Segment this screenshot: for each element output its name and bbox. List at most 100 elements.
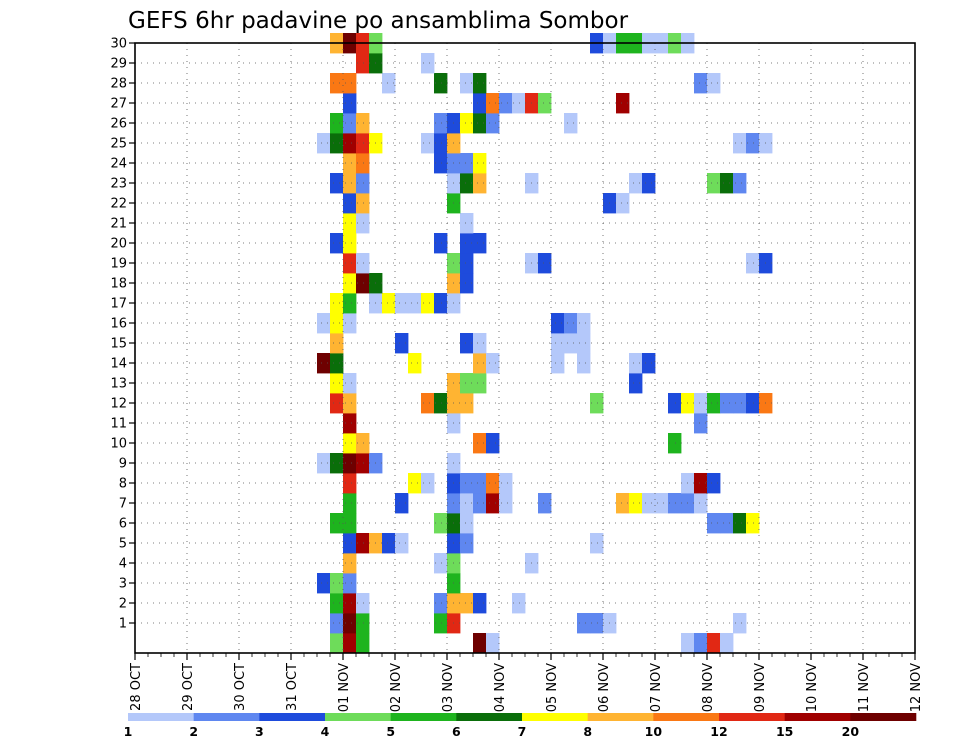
- precip-cell: [694, 473, 708, 494]
- precip-cell: [343, 413, 357, 434]
- precip-cell: [564, 113, 578, 134]
- precip-cell: [395, 333, 409, 354]
- x-tick-label: 01 NOV: [337, 663, 352, 712]
- y-tick-label: 12: [110, 397, 127, 412]
- precip-cell: [681, 633, 695, 654]
- legend-swatch: [784, 713, 851, 721]
- precip-cell: [642, 173, 656, 194]
- precip-cell: [473, 433, 487, 454]
- precip-cell: [551, 333, 565, 354]
- precip-cell: [408, 293, 422, 314]
- precip-cell: [733, 393, 747, 414]
- precip-cell: [343, 173, 357, 194]
- precip-cell: [356, 433, 370, 454]
- precip-cell: [746, 133, 760, 154]
- y-tick-label: 5: [119, 537, 127, 552]
- y-tick-label: 28: [110, 77, 127, 92]
- precip-cell: [590, 613, 604, 634]
- x-tick-label: 07 NOV: [649, 663, 664, 712]
- precip-cell: [473, 373, 487, 394]
- legend-swatch: [850, 713, 917, 721]
- precip-cell: [473, 353, 487, 374]
- y-tick-label: 15: [110, 337, 127, 352]
- precip-cell: [577, 613, 591, 634]
- precip-cell: [590, 533, 604, 554]
- precip-cell: [330, 613, 344, 634]
- precip-cell: [356, 133, 370, 154]
- precip-cell: [356, 453, 370, 474]
- precip-cell: [343, 153, 357, 174]
- y-tick-label: 6: [119, 517, 127, 532]
- legend-label: 8: [583, 724, 592, 739]
- precip-cell: [538, 253, 552, 274]
- y-tick-label: 24: [110, 157, 127, 172]
- precip-cell: [707, 173, 721, 194]
- legend-swatch: [456, 713, 523, 721]
- chart-title: GEFS 6hr padavine po ansamblima Sombor: [128, 8, 629, 34]
- precip-cell: [408, 473, 422, 494]
- precip-cell: [720, 173, 734, 194]
- y-tick-label: 16: [110, 317, 127, 332]
- precip-cell: [460, 113, 474, 134]
- x-tick-label: 31 OCT: [285, 663, 300, 711]
- precip-cell: [382, 533, 396, 554]
- precip-cell: [343, 213, 357, 234]
- precip-cell: [356, 173, 370, 194]
- precip-cell: [733, 173, 747, 194]
- precip-cell: [356, 53, 370, 74]
- precip-cell: [694, 413, 708, 434]
- precip-cell: [473, 233, 487, 254]
- precip-cell: [460, 593, 474, 614]
- precip-cell: [538, 93, 552, 114]
- legend-label: 12: [710, 724, 727, 739]
- precip-cell: [434, 133, 448, 154]
- precip-cell: [434, 553, 448, 574]
- precip-cell: [460, 73, 474, 94]
- legend-swatch: [522, 713, 588, 721]
- precip-cell: [330, 353, 344, 374]
- precip-cell: [317, 453, 331, 474]
- precip-cell: [460, 153, 474, 174]
- legend-swatch: [653, 713, 720, 721]
- precip-cell: [343, 393, 357, 414]
- precip-cell: [434, 73, 448, 94]
- x-axis: 28 OCT 29 OCT 30 OCT 31 OCT 01 NOV 02 NOV 03 N…: [129, 653, 924, 712]
- x-tick-label: 03 NOV: [441, 663, 456, 712]
- y-tick-label: 22: [110, 197, 127, 212]
- precip-cell: [434, 233, 448, 254]
- precip-cell: [317, 133, 331, 154]
- precip-cell: [330, 73, 344, 94]
- precip-cell: [343, 313, 357, 334]
- precip-cell: [343, 233, 357, 254]
- precip-cell: [590, 393, 604, 414]
- precip-cell: [473, 633, 487, 654]
- legend-swatch: [390, 713, 457, 721]
- precip-cell: [382, 293, 396, 314]
- y-tick-label: 4: [119, 557, 127, 572]
- precip-cell: [577, 313, 591, 334]
- precip-cell: [382, 73, 396, 94]
- y-axis: 1234567891011121314151617181920212223242…: [110, 37, 135, 632]
- precip-cell: [343, 73, 357, 94]
- precip-cell: [668, 493, 682, 514]
- legend-label: 10: [645, 724, 663, 739]
- precip-cell: [330, 293, 344, 314]
- y-tick-label: 14: [110, 357, 127, 372]
- precip-cell: [642, 353, 656, 374]
- legend-swatch: [587, 713, 654, 721]
- precip-cell: [421, 53, 435, 74]
- precip-cell: [356, 273, 370, 294]
- precip-cell: [343, 573, 357, 594]
- precip-cell: [434, 113, 448, 134]
- precip-cell: [434, 153, 448, 174]
- y-tick-label: 13: [110, 377, 127, 392]
- precip-cell: [551, 313, 565, 334]
- precip-cell: [343, 453, 357, 474]
- y-tick-label: 19: [110, 257, 127, 272]
- precip-cell: [460, 373, 474, 394]
- precip-cell: [616, 193, 630, 214]
- precip-cell: [629, 373, 643, 394]
- heatmap-cells: [317, 33, 773, 654]
- precip-cell: [460, 513, 474, 534]
- precip-cell: [460, 473, 474, 494]
